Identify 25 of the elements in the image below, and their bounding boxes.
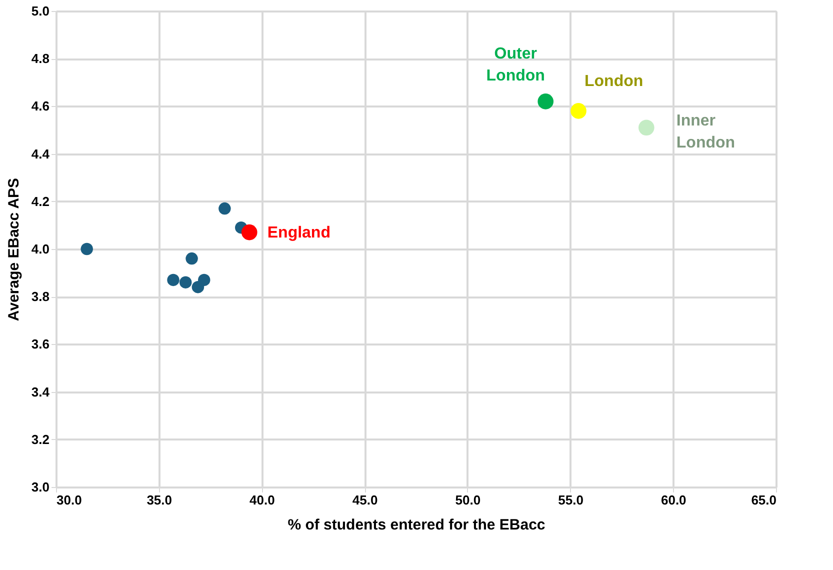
y-tick-label: 3.6	[31, 336, 50, 352]
x-tick-label: 55.0	[558, 492, 584, 508]
series-label: Inner London	[676, 112, 736, 152]
x-axis-title: % of students entered for the EBacc	[288, 516, 546, 534]
y-tick-label: 3.8	[31, 289, 50, 304]
y-tick-label: 4.8	[31, 51, 50, 66]
x-tick-label: 60.0	[660, 492, 686, 508]
x-tick-label: 65.0	[751, 492, 776, 508]
y-tick-label: 3.2	[31, 432, 50, 447]
x-tick-label: 40.0	[250, 492, 275, 508]
series-label: Outer London	[486, 45, 545, 84]
x-tick-label: 30.0	[56, 492, 82, 508]
y-axis-title: Average EBacc APS	[5, 178, 22, 322]
y-tick-label: 4.4	[31, 146, 50, 162]
series-label: London	[584, 72, 644, 90]
x-tick-label: 35.0	[146, 492, 172, 508]
series-label: England	[267, 224, 330, 242]
y-tick-label: 4.2	[31, 194, 50, 209]
y-tick-label: 4.0	[31, 242, 50, 256]
y-tick-label: 4.6	[31, 98, 50, 114]
y-tick-label: 3.4	[31, 384, 50, 400]
x-tick-label: 45.0	[352, 492, 378, 508]
x-tick-label: 50.0	[455, 492, 481, 508]
y-tick-label: 5.0	[31, 4, 50, 18]
y-tick-label: 3.0	[31, 480, 50, 494]
